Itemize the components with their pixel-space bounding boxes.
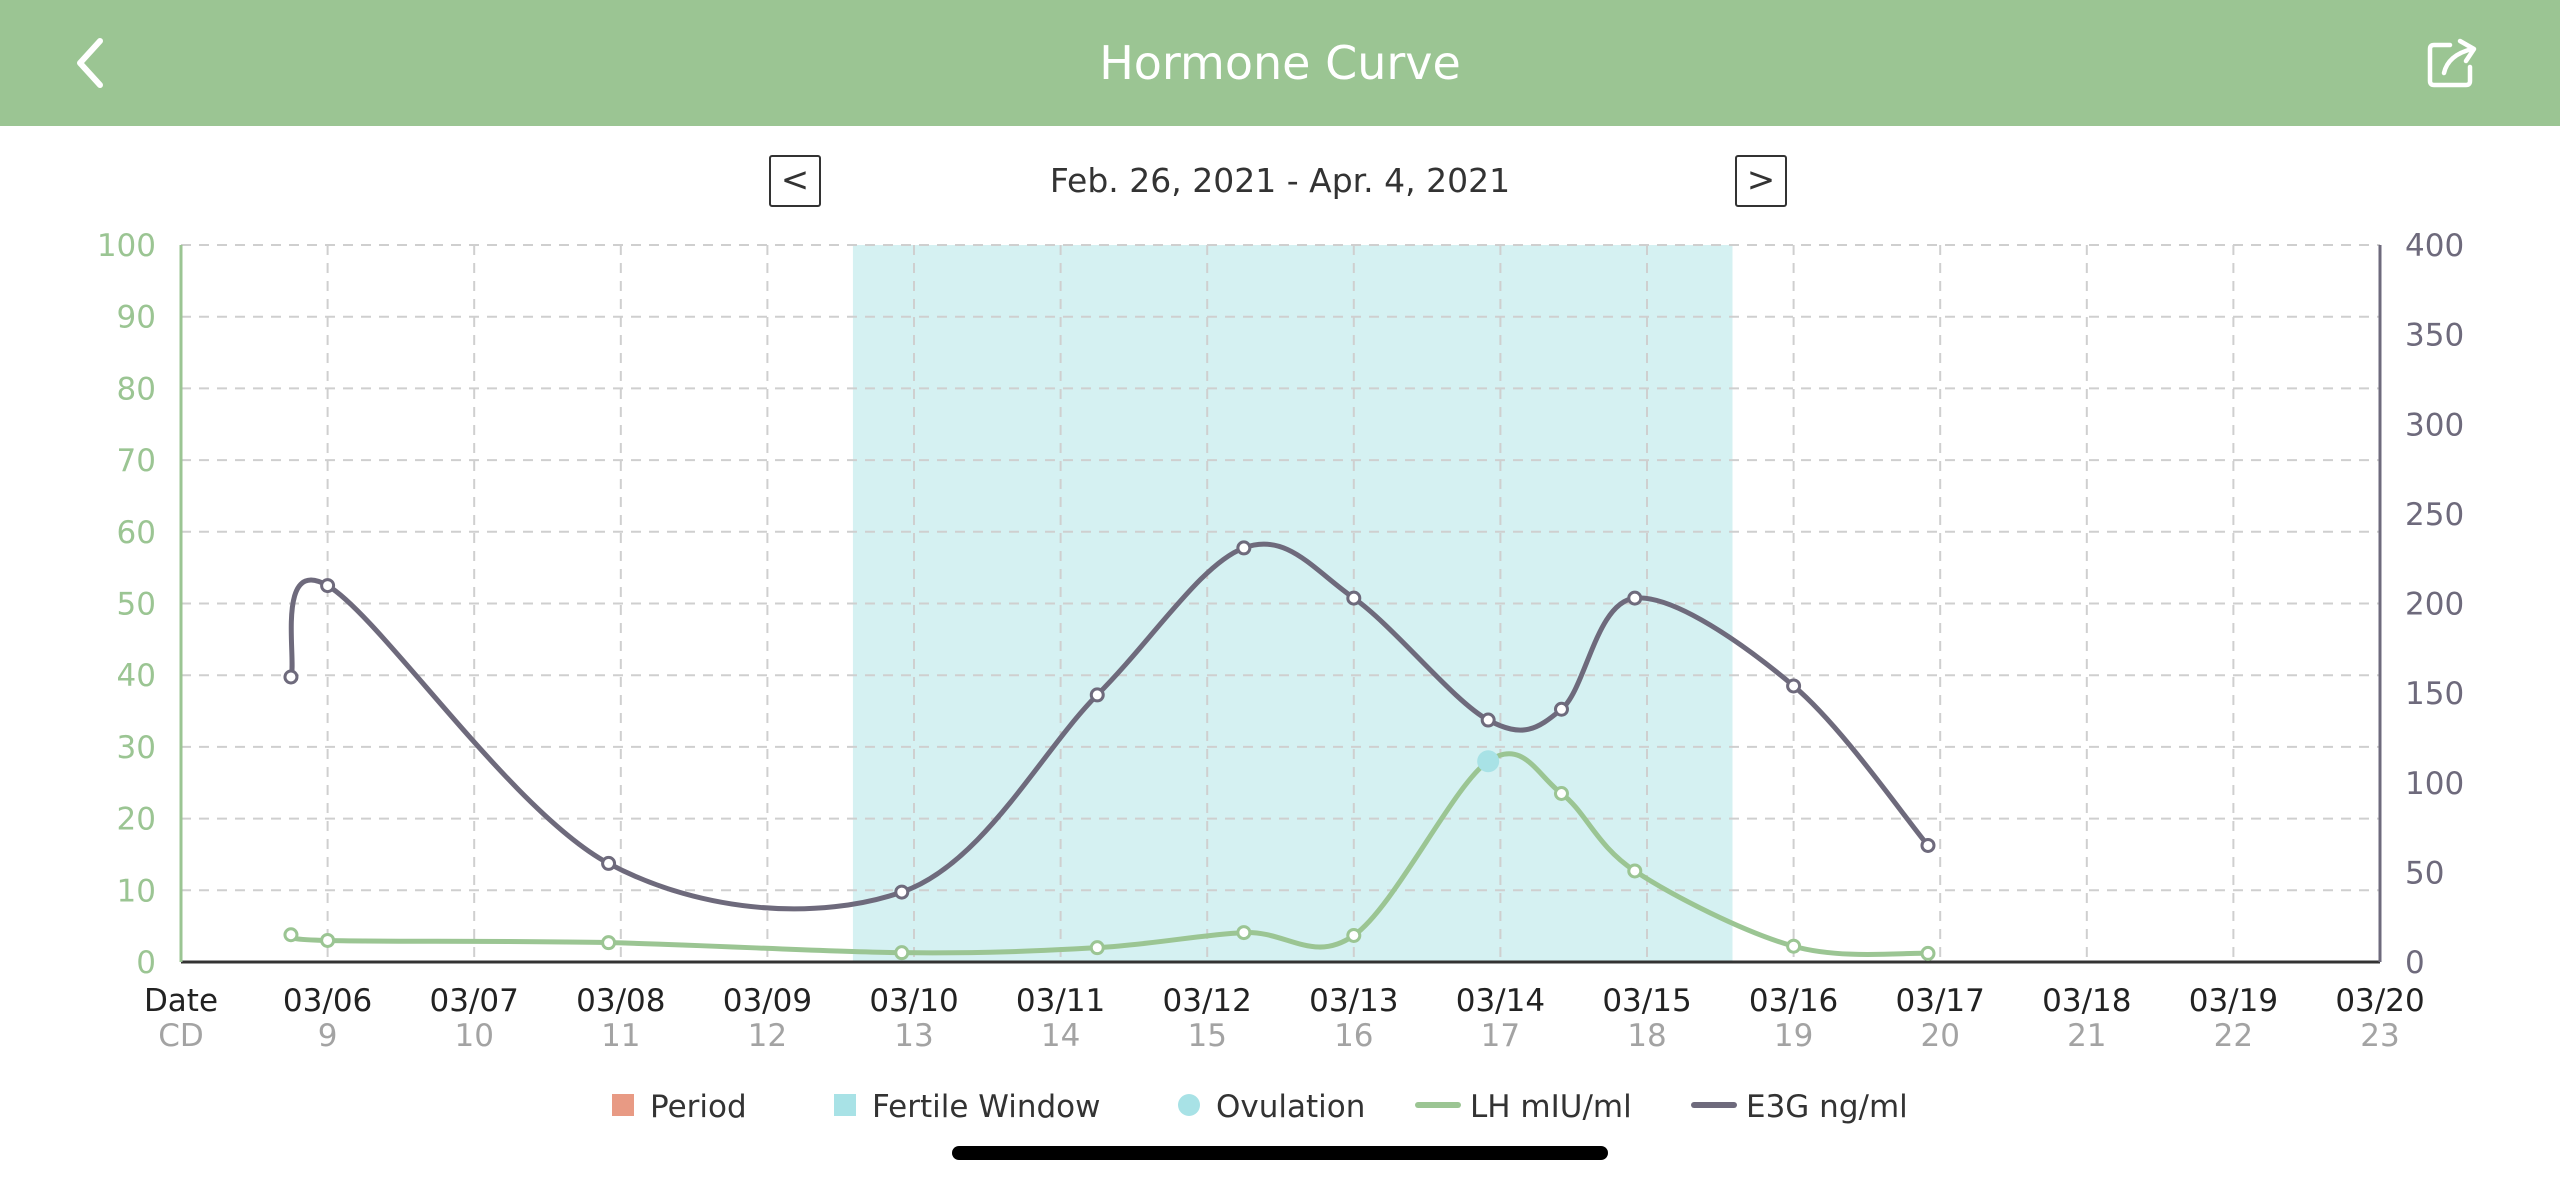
x-cd-tick-label: 12 (748, 1018, 787, 1054)
e3g-data-point (1627, 590, 1643, 606)
lh-data-point (1920, 945, 1936, 961)
y-left-tick-label: 50 (117, 587, 156, 623)
x-date-tick-label: 03/10 (869, 983, 958, 1019)
ovulation-marker (1477, 750, 1500, 773)
legend-swatch-0 (612, 1094, 634, 1116)
x-date-tick-label: 03/08 (576, 983, 665, 1019)
y-right-tick-label: 150 (2405, 676, 2464, 712)
e3g-data-point (1089, 687, 1105, 703)
legend-label: Period (650, 1089, 747, 1125)
y-left-tick-label: 90 (117, 300, 156, 336)
e3g-data-point (894, 884, 910, 900)
lh-data-point (1786, 938, 1802, 954)
fertile-window-band (852, 245, 1733, 962)
x-date-tick-label: 03/14 (1456, 983, 1545, 1019)
y-right-tick-label: 400 (2405, 228, 2464, 264)
y-right-tick-label: 200 (2405, 587, 2464, 623)
x-cd-tick-label: 18 (1627, 1018, 1666, 1054)
y-left-tick-label: 40 (117, 658, 156, 694)
date-range-label: Feb. 26, 2021 - Apr. 4, 2021 (1049, 161, 1511, 200)
lh-data-point (1627, 863, 1643, 879)
e3g-data-point (601, 855, 617, 871)
y-right-tick-label: 50 (2405, 855, 2444, 891)
x-date-tick-label: 03/13 (1309, 983, 1398, 1019)
x-row-label-cd: CD (158, 1018, 204, 1054)
legend-label: Ovulation (1216, 1089, 1365, 1125)
x-cd-tick-label: 11 (601, 1018, 640, 1054)
legend-ovulation-marker (1178, 1094, 1200, 1116)
lh-data-point (320, 932, 336, 948)
x-row-label-date: Date (144, 983, 218, 1019)
legend-label: Fertile Window (872, 1089, 1101, 1125)
legend-label: LH mIU/ml (1470, 1089, 1632, 1125)
lh-data-point (1346, 927, 1362, 943)
y-right-tick-label: 350 (2405, 318, 2464, 354)
x-cd-tick-label: 13 (894, 1018, 933, 1054)
e3g-data-point (1346, 590, 1362, 606)
x-cd-tick-label: 22 (2214, 1018, 2253, 1054)
x-cd-tick-label: 9 (318, 1018, 338, 1054)
e3g-data-point (1920, 837, 1936, 853)
e3g-data-point (1480, 712, 1496, 728)
e3g-data-point (1236, 540, 1252, 556)
lh-data-point (1236, 925, 1252, 941)
lh-data-point (1089, 940, 1105, 956)
share-icon (2427, 38, 2477, 88)
previous-period-button[interactable]: < (769, 155, 821, 207)
x-cd-tick-label: 20 (1920, 1018, 1959, 1054)
legend-label: E3G ng/ml (1746, 1089, 1908, 1125)
y-right-tick-label: 0 (2405, 945, 2425, 981)
back-button[interactable] (56, 27, 128, 99)
x-date-tick-label: 03/11 (1016, 983, 1105, 1019)
lh-data-point (601, 935, 617, 951)
y-right-tick-label: 300 (2405, 407, 2464, 443)
x-cd-tick-label: 10 (454, 1018, 493, 1054)
y-left-tick-label: 70 (117, 443, 156, 479)
legend-swatch-1 (834, 1094, 856, 1116)
y-left-tick-label: 30 (117, 730, 156, 766)
x-date-tick-label: 03/06 (283, 983, 372, 1019)
x-date-tick-label: 03/15 (1602, 983, 1691, 1019)
page-title: Hormone Curve (1099, 36, 1461, 90)
y-left-tick-label: 0 (136, 945, 156, 981)
next-period-button[interactable]: > (1735, 155, 1787, 207)
x-cd-tick-label: 16 (1334, 1018, 1373, 1054)
x-date-tick-label: 03/16 (1749, 983, 1838, 1019)
x-date-tick-label: 03/12 (1163, 983, 1252, 1019)
hormone-curve-chart: 0 10 20 30 40 50 60 70 80 90 100 0 50 100 150 200 250 300… (97, 228, 2464, 1125)
e3g-data-point (283, 669, 299, 685)
home-indicator[interactable] (952, 1146, 1608, 1160)
lh-data-point (1553, 786, 1569, 802)
x-date-tick-label: 03/19 (2189, 983, 2278, 1019)
x-date-tick-label: 03/20 (2335, 983, 2424, 1019)
y-left-tick-label: 80 (117, 371, 156, 407)
y-right-tick-label: 100 (2405, 766, 2464, 802)
y-left-tick-label: 10 (117, 873, 156, 909)
x-cd-tick-label: 14 (1041, 1018, 1080, 1054)
e3g-data-point (1786, 678, 1802, 694)
y-left-tick-label: 60 (117, 515, 156, 551)
share-button[interactable] (2416, 27, 2488, 99)
y-right-tick-label: 250 (2405, 497, 2464, 533)
x-date-tick-label: 03/09 (723, 983, 812, 1019)
e3g-data-point (1553, 701, 1569, 717)
x-date-tick-label: 03/18 (2042, 983, 2131, 1019)
x-cd-tick-label: 19 (1774, 1018, 1813, 1054)
x-cd-tick-label: 23 (2360, 1018, 2399, 1054)
lh-data-point (894, 945, 910, 961)
chevron-left-icon (77, 38, 103, 88)
e3g-series-line (288, 541, 1931, 912)
x-cd-tick-label: 15 (1187, 1018, 1226, 1054)
y-left-tick-label: 20 (117, 802, 156, 838)
x-cd-tick-label: 21 (2067, 1018, 2106, 1054)
app-header (0, 0, 2560, 126)
e3g-data-point (320, 578, 336, 594)
y-left-tick-label: 100 (97, 228, 156, 264)
x-date-tick-label: 03/17 (1896, 983, 1985, 1019)
x-date-tick-label: 03/07 (430, 983, 519, 1019)
x-cd-tick-label: 17 (1481, 1018, 1520, 1054)
lh-data-point (283, 927, 299, 943)
